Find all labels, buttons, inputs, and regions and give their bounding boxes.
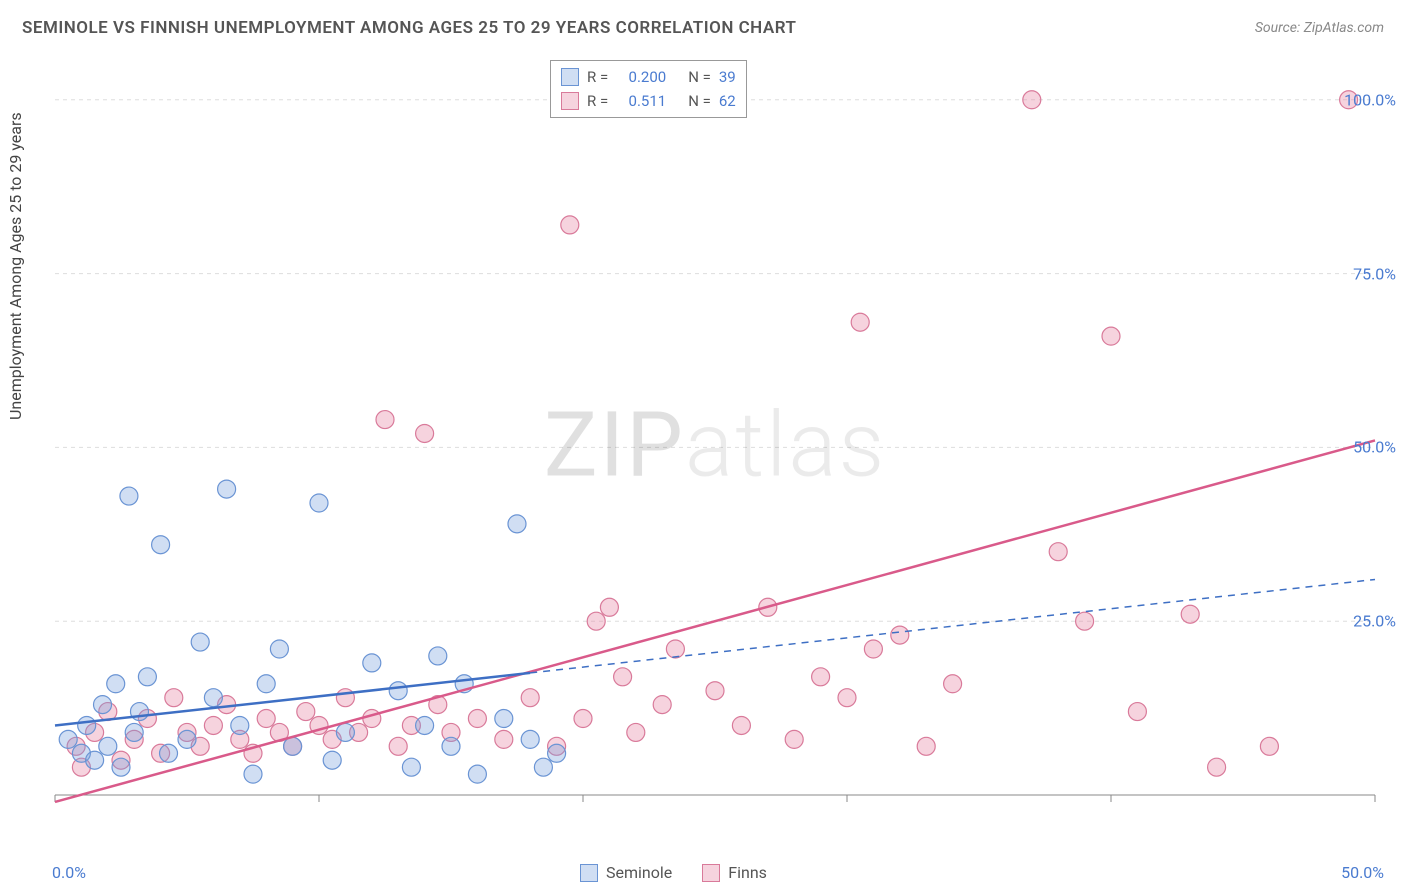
r-value-seminole: 0.200 <box>616 68 666 86</box>
y-tick-label: 100.0% <box>1344 90 1396 109</box>
swatch-seminole-icon <box>580 864 598 882</box>
legend-row-finns: R = 0.511 N = 62 <box>561 89 736 113</box>
r-label: R = <box>587 68 608 86</box>
y-tick-label: 75.0% <box>1353 264 1396 283</box>
y-tick-label: 50.0% <box>1353 438 1396 457</box>
scatter-plot-svg <box>50 55 1380 835</box>
y-tick-label: 25.0% <box>1353 612 1396 631</box>
swatch-finns-icon <box>702 864 720 882</box>
y-axis-label: Unemployment Among Ages 25 to 29 years <box>6 112 25 420</box>
x-tick-max: 50.0% <box>1341 863 1384 882</box>
legend-series: Seminole Finns <box>580 863 767 882</box>
n-label: N = <box>688 68 711 86</box>
x-tick-min: 0.0% <box>52 863 86 882</box>
n-value-seminole: 39 <box>719 68 736 86</box>
legend-correlation: R = 0.200 N = 39 R = 0.511 N = 62 <box>550 60 747 118</box>
r-value-finns: 0.511 <box>616 92 666 110</box>
legend-item-finns: Finns <box>702 863 767 882</box>
swatch-finns <box>561 92 579 110</box>
source-attribution: Source: ZipAtlas.com <box>1255 20 1384 36</box>
n-label: N = <box>688 92 711 110</box>
legend-row-seminole: R = 0.200 N = 39 <box>561 65 736 89</box>
legend-item-seminole: Seminole <box>580 863 672 882</box>
legend-label-seminole: Seminole <box>606 863 672 882</box>
chart-area: ZIPatlas <box>50 55 1380 835</box>
legend-label-finns: Finns <box>728 863 767 882</box>
r-label: R = <box>587 92 608 110</box>
n-value-finns: 62 <box>719 92 736 110</box>
swatch-seminole <box>561 68 579 86</box>
chart-title: SEMINOLE VS FINNISH UNEMPLOYMENT AMONG A… <box>22 18 796 38</box>
